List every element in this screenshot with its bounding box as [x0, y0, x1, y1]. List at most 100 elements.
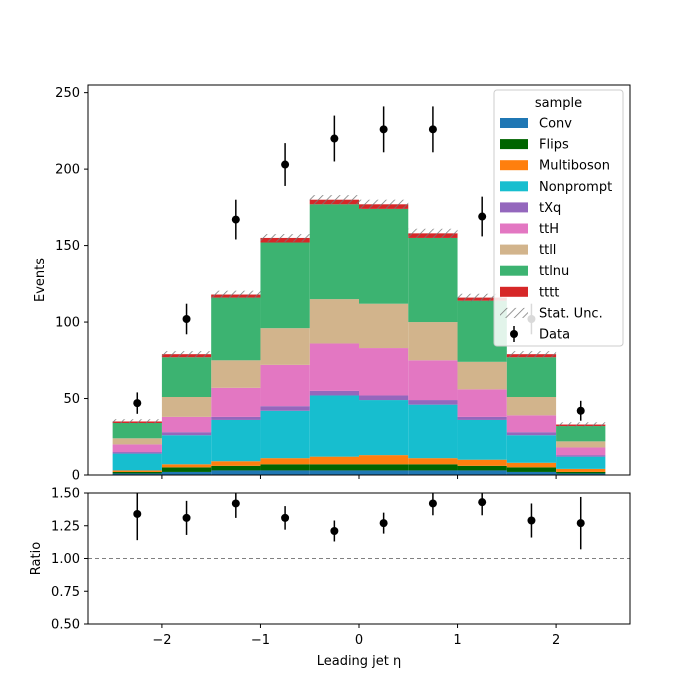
bar-txq: [359, 395, 409, 401]
bar-conv: [211, 470, 261, 475]
legend-title: sample: [535, 96, 582, 111]
data-point: [379, 125, 388, 134]
legend-label-nonprompt: Nonprompt: [539, 180, 612, 195]
bar-tth: [359, 348, 409, 396]
bar-conv: [556, 473, 606, 475]
bar-ttll: [457, 361, 507, 390]
data-point: [428, 125, 437, 134]
legend-label-flips: Flips: [539, 138, 569, 153]
ratio-point: [527, 516, 536, 525]
ratio-y-tick-label: 1.50: [51, 487, 80, 502]
ratio-y-tick-label: 1.25: [51, 519, 80, 534]
legend-label-tttt: tttt: [539, 285, 559, 300]
y-tick-label: 100: [55, 316, 80, 331]
bar-nonprompt: [457, 419, 507, 460]
legend-swatch-conv: [500, 118, 528, 128]
x-tick-label: −1: [251, 633, 270, 648]
bar-ttll: [309, 299, 359, 344]
bar-flips: [556, 471, 606, 474]
bar-flips: [359, 464, 409, 471]
data-point: [478, 212, 487, 221]
legend-swatch-multiboson: [500, 160, 528, 171]
bar-nonprompt: [260, 410, 310, 459]
ratio-y-tick-label: 0.75: [51, 585, 80, 600]
bar-tth: [260, 364, 310, 407]
bar-txq: [408, 400, 458, 405]
bar-multiboson: [260, 458, 310, 465]
legend-swatch-ttlnu: [500, 265, 528, 276]
bar-ttlnu: [359, 208, 409, 304]
legend-label-data: Data: [539, 328, 570, 343]
data-point: [330, 134, 339, 143]
legend-label-tth: ttH: [539, 222, 559, 237]
legend-marker-data: [510, 330, 518, 338]
legend-label-txq: tXq: [539, 201, 561, 216]
bar-tth: [506, 415, 557, 433]
bar-txq: [260, 406, 310, 411]
bar-txq: [112, 452, 162, 454]
legend-label-ttll: ttll: [539, 243, 556, 258]
bar-txq: [506, 432, 557, 436]
bar-tth: [161, 416, 212, 433]
bar-nonprompt: [161, 435, 212, 465]
x-tick-label: −2: [152, 633, 171, 648]
bar-multiboson: [506, 462, 557, 468]
bar-txq: [556, 455, 606, 457]
bar-tth: [309, 343, 359, 391]
bar-ttlnu: [556, 426, 606, 442]
bar-multiboson: [112, 470, 162, 472]
bar-conv: [457, 470, 507, 475]
bar-flips: [309, 464, 359, 471]
stat-unc-band: [556, 422, 606, 427]
x-tick-label: 1: [453, 633, 461, 648]
bar-ttlnu: [211, 297, 261, 361]
bar-ttlnu: [161, 357, 212, 397]
bar-nonprompt: [211, 419, 261, 462]
stat-unc-band: [506, 351, 557, 358]
ratio-point: [576, 519, 585, 528]
y-tick-label: 200: [55, 163, 80, 178]
data-point: [576, 406, 585, 415]
ratio-point: [231, 499, 240, 508]
bar-ttll: [556, 441, 606, 448]
bar-ttlnu: [506, 357, 557, 397]
bar-ttll: [260, 328, 310, 365]
ratio-point: [330, 526, 339, 535]
bar-nonprompt: [112, 453, 162, 471]
bar-ttlnu: [309, 204, 359, 300]
legend: sample Conv Flips Multiboson Nonprompt tXq ttH…: [493, 89, 624, 347]
bar-nonprompt: [506, 435, 557, 463]
y-tick-label: 150: [55, 239, 80, 254]
bar-nonprompt: [408, 404, 458, 459]
bar-ttll: [359, 303, 409, 349]
bar-conv: [506, 471, 557, 475]
bar-multiboson: [211, 461, 261, 466]
bar-nonprompt: [359, 400, 409, 456]
legend-swatch-nonprompt: [500, 181, 528, 192]
bar-ttll: [408, 322, 458, 361]
bar-txq: [161, 432, 212, 436]
ratio-point: [379, 519, 388, 528]
data-point: [281, 160, 290, 169]
legend-swatch-tttt: [500, 286, 528, 297]
bar-flips: [457, 465, 507, 471]
bar-multiboson: [457, 459, 507, 466]
ratio-point: [478, 498, 487, 507]
bar-txq: [309, 390, 359, 396]
legend-label-ttlnu: ttlnu: [539, 264, 569, 279]
ratio-panel-frame: [87, 492, 631, 625]
bar-txq: [457, 416, 507, 420]
bar-tth: [408, 360, 458, 401]
stat-unc-band: [309, 195, 359, 205]
legend-swatch-tth: [500, 223, 528, 234]
bar-nonprompt: [309, 395, 359, 457]
bar-multiboson: [359, 455, 409, 465]
main-panel: 0 50 100 150 200 250 Events: [33, 84, 631, 484]
ratio-panel: 0.50 0.75 1.00 1.25 1.50 −2 −1 0 1 2 Ratio Leadi…: [29, 487, 631, 669]
ratio-y-tick-label: 0.50: [51, 618, 80, 633]
bar-nonprompt: [556, 456, 606, 469]
bar-conv: [359, 470, 409, 475]
bar-multiboson: [161, 464, 212, 468]
ratio-y-tick-label: 1.00: [51, 552, 80, 567]
